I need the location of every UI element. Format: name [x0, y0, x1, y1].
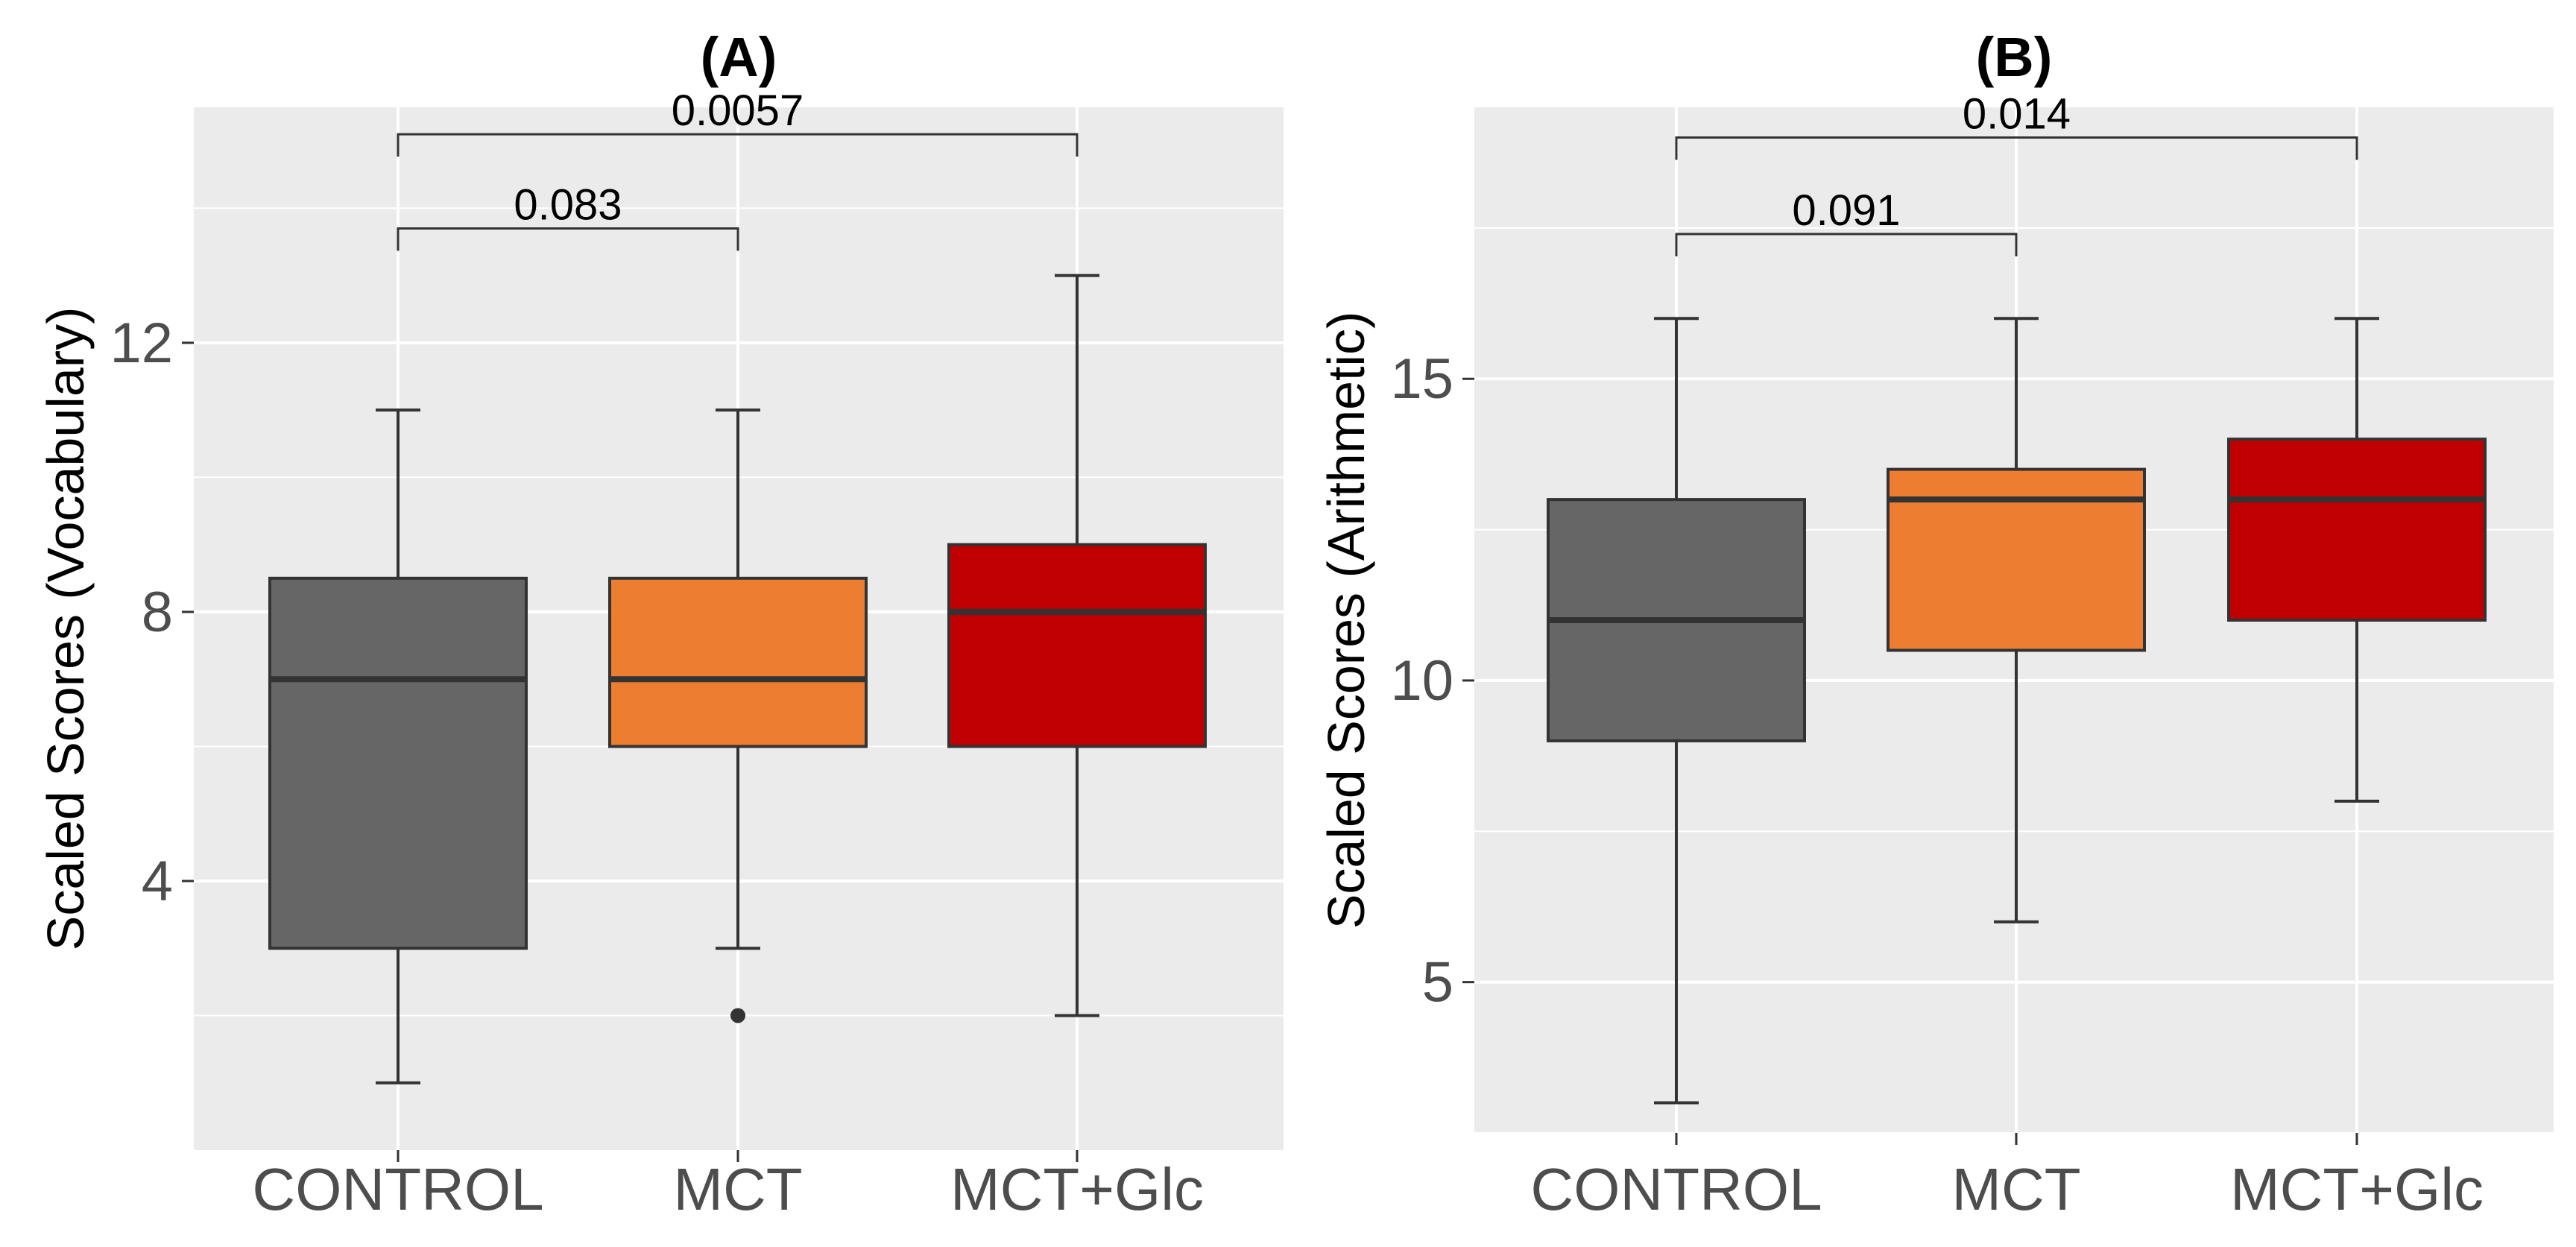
y-axis-title: Scaled Scores (Vocabulary) — [37, 307, 95, 951]
box-control — [268, 408, 528, 1085]
significance-bracket — [397, 227, 739, 251]
y-tick-label: 8 — [142, 581, 173, 644]
y-tick-label: 15 — [1390, 347, 1453, 411]
box-mct-glc — [947, 274, 1207, 1017]
panel-title: (B) — [1976, 26, 2053, 88]
box-mct — [1887, 317, 2146, 924]
outlier-point — [730, 1008, 745, 1023]
box-iqr — [608, 576, 868, 748]
x-category-label: MCT — [1951, 1156, 2080, 1222]
y-tick-label: 4 — [142, 850, 173, 913]
p-value-label: 0.014 — [1963, 89, 2071, 138]
p-value-label: 0.091 — [1792, 186, 1900, 235]
x-category-label: MCT — [673, 1156, 802, 1222]
box-iqr — [947, 543, 1207, 748]
significance-bracket — [1675, 233, 2018, 256]
p-value-label: 0.0057 — [672, 86, 804, 135]
box-iqr — [268, 576, 528, 950]
box-mct-glc — [2227, 317, 2487, 803]
y-tick-label: 5 — [1422, 951, 1453, 1014]
panel-title: (A) — [701, 26, 777, 88]
panel-a: 4 8 12 CONTROL MCT MCT+Glc 0.083 0.0057(A) Scale… — [37, 26, 1284, 1222]
box-iqr — [1887, 467, 2146, 652]
box-control — [1547, 317, 1806, 1105]
significance-bracket — [1675, 136, 2358, 160]
y-tick-label: 10 — [1390, 649, 1453, 713]
panel-b: 5 10 15 CONTROL MCT MCT+Glc 0.091 0.014(B) Scale… — [1317, 26, 2554, 1222]
y-axis-title: Scaled Scores (Arithmetic) — [1317, 312, 1375, 929]
box-iqr — [2227, 438, 2487, 622]
box-mct — [608, 408, 868, 1023]
significance-bracket — [397, 133, 1079, 157]
x-category-label: MCT+Glc — [950, 1156, 1204, 1222]
x-category-label: MCT+Glc — [2230, 1156, 2484, 1222]
y-tick-label: 12 — [110, 312, 173, 375]
p-value-label: 0.083 — [514, 180, 622, 229]
x-category-label: CONTROL — [252, 1156, 543, 1222]
x-category-label: CONTROL — [1530, 1156, 1822, 1222]
